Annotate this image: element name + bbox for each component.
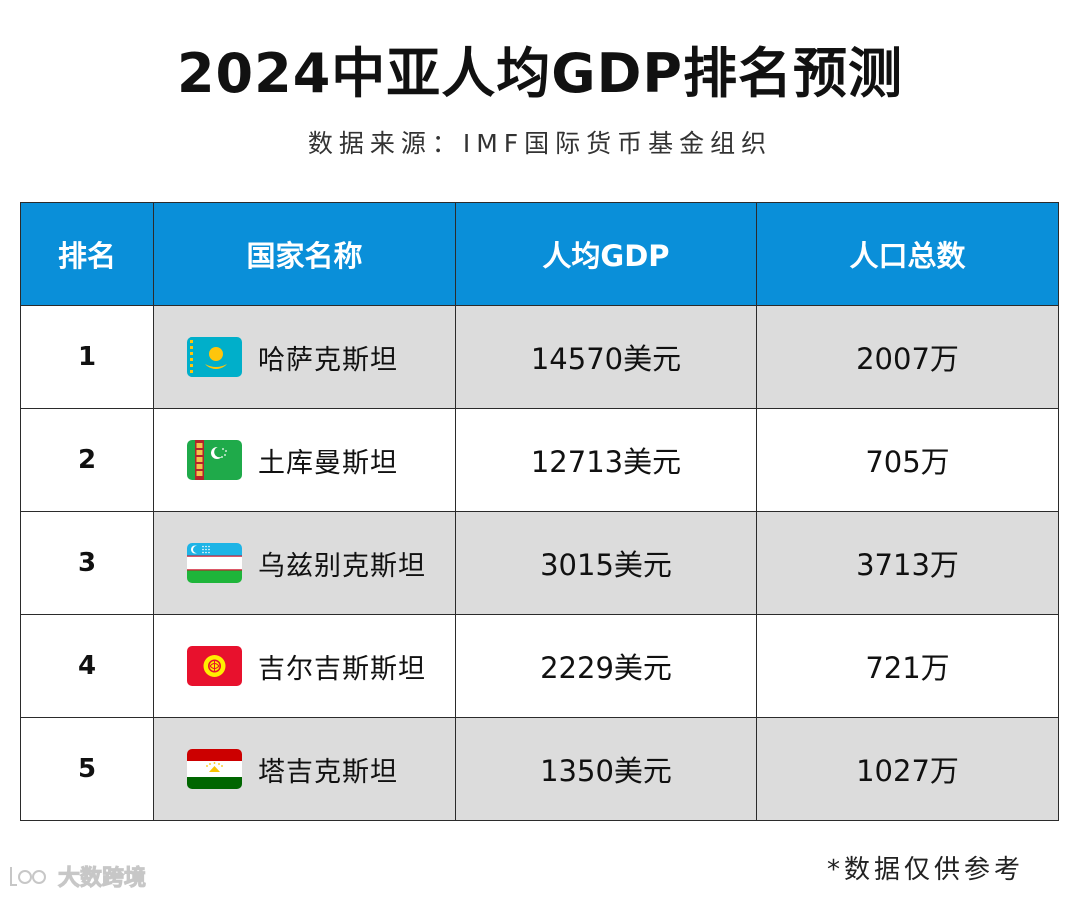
footnote: *数据仅供参考 (826, 855, 1024, 885)
gdp-cell: 3015美元 (455, 511, 757, 615)
table-row: 1 (20, 305, 1059, 409)
table-row: 4 (20, 614, 1059, 718)
country-cell: 土库曼斯坦 (153, 408, 456, 512)
header-population: 人口总数 (756, 202, 1059, 306)
country-cell: 吉尔吉斯斯坦 (153, 614, 456, 718)
kyrgyzstan-flag-icon (187, 646, 242, 686)
country-name: 乌兹别克斯坦 (258, 550, 426, 582)
turkmenistan-flag-icon (187, 440, 242, 480)
kazakhstan-flag-icon (187, 337, 242, 377)
population-cell: 3713万 (756, 511, 1059, 615)
country-name: 塔吉克斯坦 (258, 756, 398, 788)
header-country: 国家名称 (153, 202, 456, 306)
gdp-cell: 12713美元 (455, 408, 757, 512)
country-cell: 哈萨克斯坦 (153, 305, 456, 409)
header-rank: 排名 (20, 202, 154, 306)
table-row: 5 (20, 717, 1059, 821)
data-source-subtitle: 数据来源：IMF国际货币基金组织 (307, 129, 773, 158)
table-header-row: 排名 国家名称 人均GDP 人口总数 (20, 202, 1059, 306)
watermark-logo-icon (10, 867, 46, 886)
gdp-ranking-table: 排名 国家名称 人均GDP 人口总数 1 (20, 202, 1059, 821)
rank-cell: 2 (20, 408, 154, 512)
table-row: 3 (20, 511, 1059, 615)
population-cell: 2007万 (756, 305, 1059, 409)
uzbekistan-flag-icon (187, 543, 242, 583)
country-name: 吉尔吉斯斯坦 (258, 653, 426, 685)
watermark-text: 大数跨境 (57, 866, 147, 892)
rank-cell: 3 (20, 511, 154, 615)
gdp-cell: 14570美元 (455, 305, 757, 409)
header-gdp-per-capita: 人均GDP (455, 202, 757, 306)
gdp-cell: 2229美元 (455, 614, 757, 718)
population-cell: 705万 (756, 408, 1059, 512)
country-name: 土库曼斯坦 (258, 447, 398, 479)
population-cell: 721万 (756, 614, 1059, 718)
watermark: 大数跨境 (8, 860, 147, 892)
rank-cell: 5 (20, 717, 154, 821)
country-name: 哈萨克斯坦 (258, 344, 398, 376)
population-cell: 1027万 (756, 717, 1059, 821)
rank-cell: 1 (20, 305, 154, 409)
rank-cell: 4 (20, 614, 154, 718)
country-cell: 塔吉克斯坦 (153, 717, 456, 821)
tajikistan-flag-icon (187, 749, 242, 789)
page-title: 2024中亚人均GDP排名预测 (176, 42, 904, 105)
country-cell: 乌兹别克斯坦 (153, 511, 456, 615)
table-row: 2 (20, 408, 1059, 512)
gdp-cell: 1350美元 (455, 717, 757, 821)
